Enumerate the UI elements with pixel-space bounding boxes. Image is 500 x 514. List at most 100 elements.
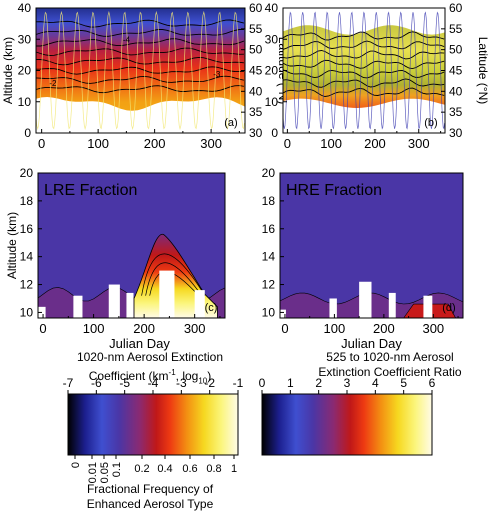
colorbar-tick-label: -5 bbox=[119, 376, 130, 390]
no-data-region bbox=[329, 298, 337, 318]
x-tick-label: 300 bbox=[200, 136, 222, 151]
y-tick-label: 20 bbox=[265, 64, 279, 78]
x-tick-label: 200 bbox=[133, 321, 155, 336]
contour-label: -3 bbox=[213, 70, 221, 79]
x-tick-label: 100 bbox=[320, 136, 342, 151]
y2-tick-label: 60 bbox=[249, 1, 263, 15]
panel-d: 0 100 200 300 10 12 14 16 18 20 (d) HRE Fraction Jul… bbox=[262, 166, 464, 351]
x-tick-label: 300 bbox=[422, 321, 444, 336]
colorbar-tick-label: 4 bbox=[372, 376, 379, 390]
x-tick-label: 300 bbox=[408, 136, 430, 151]
y2-tick-label: 40 bbox=[249, 84, 263, 98]
no-data-region bbox=[73, 295, 83, 318]
colorbar-lower-tick-label: 0 bbox=[70, 462, 82, 468]
panel-label: (d) bbox=[442, 302, 455, 314]
panel-title: LRE Fraction bbox=[44, 182, 137, 199]
no-data-region bbox=[159, 270, 175, 318]
plot-frame bbox=[37, 172, 226, 319]
y2-tick-label: 30 bbox=[449, 126, 463, 140]
contour-line bbox=[145, 262, 203, 296]
no-data-region bbox=[194, 290, 205, 318]
y-tick-label: 16 bbox=[20, 222, 34, 236]
colorbar-tick-label: -3 bbox=[176, 376, 187, 390]
colorbar-lower-tick-label: 0.2 bbox=[134, 463, 149, 475]
contour-line bbox=[282, 50, 445, 60]
colorbar-lower-tick-label: 0.01 bbox=[87, 462, 99, 483]
y-tick-label: 30 bbox=[265, 32, 279, 46]
colorbar-lower-tick-label: 0.05 bbox=[99, 462, 111, 483]
colorbars: -7 -6 -5 -4 -3 -2 -1 0 1 2 3 4 5 6 0 0.01 0.05 0.1 0.2 0.4 0… bbox=[63, 376, 436, 483]
y2-tick-label: 30 bbox=[249, 126, 263, 140]
y-tick-label: 14 bbox=[20, 250, 34, 264]
contour-label: -4 bbox=[123, 35, 131, 44]
y-tick-label: 12 bbox=[20, 278, 34, 292]
y-tick-label: 10 bbox=[18, 95, 32, 109]
right-colorbar-title-line1: 525 to 1020-nm Aerosol bbox=[326, 350, 454, 364]
right-colorbar-title: 525 to 1020-nm Aerosol Extinction Coeffi… bbox=[290, 350, 490, 380]
x-tick-label: 0 bbox=[284, 136, 291, 151]
y-tick-label: 0 bbox=[271, 126, 278, 140]
no-data-region bbox=[280, 309, 286, 318]
no-data-region bbox=[359, 281, 372, 318]
x-tick-label: 200 bbox=[144, 136, 166, 151]
panel-a: -4-2-30 100 200 30001020304030354045505560A… bbox=[1, 1, 290, 151]
left-colorbar-title-line2: Coefficient (km-1, log10) bbox=[88, 368, 212, 386]
plot-frame bbox=[279, 172, 464, 319]
x-tick-label: 100 bbox=[324, 321, 346, 336]
left-colorbar-title-line1: 1020-nm Aerosol Extinction bbox=[76, 350, 224, 364]
colorbar-lower-tick-label: 1 bbox=[231, 463, 237, 475]
y2-tick-label: 35 bbox=[249, 105, 263, 119]
y-tick-label: 20 bbox=[20, 166, 34, 180]
y2-tick-label: 50 bbox=[249, 43, 263, 57]
panel-label: (b) bbox=[424, 117, 437, 129]
tropopause-mask bbox=[36, 97, 245, 133]
y-tick-label: 30 bbox=[18, 32, 32, 46]
colorbar-tick-label: 6 bbox=[429, 376, 436, 390]
colorbar-tick-label: 5 bbox=[400, 376, 407, 390]
y2-tick-label: 60 bbox=[449, 1, 463, 15]
colorbar-tick-label: 0 bbox=[259, 376, 266, 390]
x-tick-label: 0 bbox=[39, 321, 46, 336]
left-colorbar-title: 1020-nm Aerosol Extinction Coefficient (… bbox=[60, 350, 240, 388]
colorbar-tick-label: 3 bbox=[344, 376, 351, 390]
colorbar-tick-label: -7 bbox=[63, 376, 74, 390]
left-colorbar bbox=[67, 393, 239, 456]
colorbar-tick-label: -2 bbox=[204, 376, 215, 390]
colorbar-lower-tick-label: 0.6 bbox=[182, 463, 197, 475]
y-axis-label: Altitude (km) bbox=[1, 37, 15, 104]
y2-tick-label: 55 bbox=[249, 22, 263, 36]
colorbar-lower-tick-label: 0.8 bbox=[206, 463, 221, 475]
colorbar-tick-label: -4 bbox=[148, 376, 159, 390]
contour-line bbox=[282, 69, 445, 79]
latitude-trace bbox=[35, 10, 245, 131]
contour-line bbox=[141, 253, 206, 296]
contour-line bbox=[35, 47, 244, 56]
y-tick-label: 18 bbox=[20, 194, 34, 208]
contour-line bbox=[35, 56, 244, 66]
contour-label: -2 bbox=[49, 79, 57, 88]
panel-label: (c) bbox=[205, 302, 218, 314]
contour-line bbox=[35, 19, 245, 28]
y-tick-label: 10 bbox=[262, 305, 276, 319]
x-tick-label: 200 bbox=[364, 136, 386, 151]
x-tick-label: 0 bbox=[38, 136, 45, 151]
contour-line bbox=[282, 78, 445, 88]
y2-tick-label: 50 bbox=[449, 43, 463, 57]
y-tick-label: 20 bbox=[18, 64, 32, 78]
panel-label: (a) bbox=[224, 117, 237, 129]
right-colorbar-title-line2: Extinction Coefficient Ratio bbox=[318, 365, 462, 379]
no-data-region bbox=[126, 292, 134, 318]
x-tick-label: 100 bbox=[83, 321, 105, 336]
y2-tick-label: 45 bbox=[249, 64, 263, 78]
colorbar-tick-label: -1 bbox=[233, 376, 244, 390]
y-tick-label: 10 bbox=[20, 305, 34, 319]
right-colorbar bbox=[261, 393, 433, 456]
no-data-region bbox=[108, 284, 120, 318]
no-data-region bbox=[423, 295, 433, 318]
panel-title: HRE Fraction bbox=[286, 182, 382, 199]
x-tick-label: 200 bbox=[373, 321, 395, 336]
lower-colorbar-title-line1: Fractional Frequency of bbox=[86, 482, 214, 496]
contour-line bbox=[282, 59, 445, 70]
contour-line bbox=[36, 38, 245, 47]
colorbar-tick-label: 1 bbox=[287, 376, 294, 390]
